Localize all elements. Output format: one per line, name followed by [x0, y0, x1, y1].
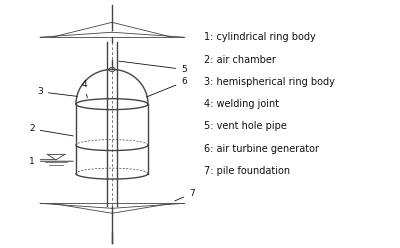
Text: 5: 5	[119, 61, 187, 74]
Text: 3: 3	[37, 87, 77, 96]
Text: 7: 7	[174, 189, 195, 201]
Text: 6: air turbine generator: 6: air turbine generator	[204, 144, 319, 154]
Text: 4: 4	[81, 80, 87, 98]
Text: 1: cylindrical ring body: 1: cylindrical ring body	[204, 32, 316, 42]
Text: 4: welding joint: 4: welding joint	[204, 99, 279, 109]
Text: 5: vent hole pipe: 5: vent hole pipe	[204, 122, 287, 131]
Text: 3: hemispherical ring body: 3: hemispherical ring body	[204, 77, 335, 87]
Text: 1: 1	[29, 157, 73, 166]
Text: 2: air chamber: 2: air chamber	[204, 55, 276, 64]
Text: 2: 2	[29, 124, 73, 136]
Text: 7: pile foundation: 7: pile foundation	[204, 166, 290, 176]
Text: 6: 6	[146, 77, 187, 97]
